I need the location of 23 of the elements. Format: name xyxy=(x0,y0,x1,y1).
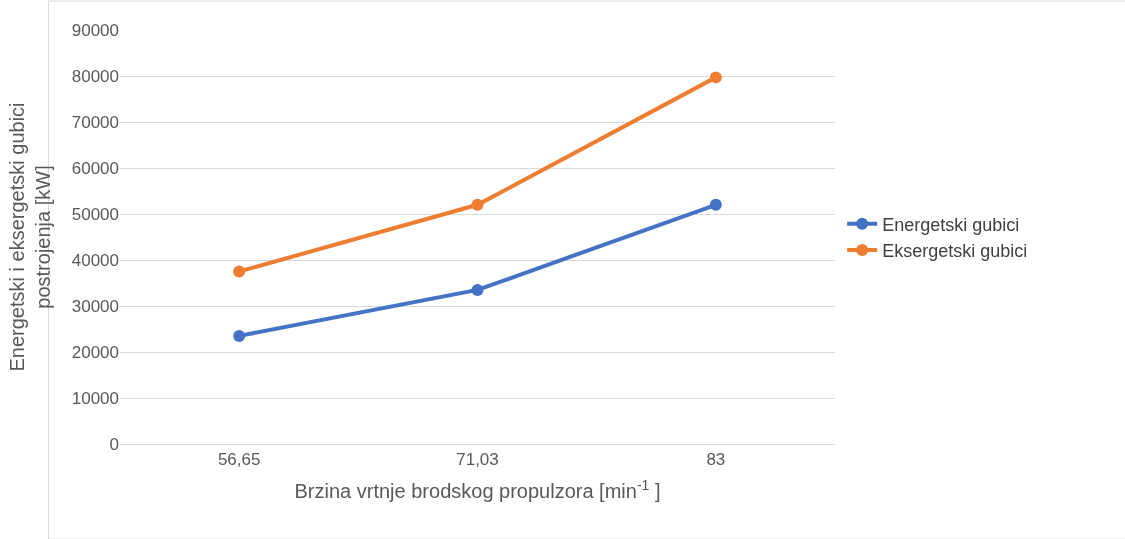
y-tick-label: 0 xyxy=(109,434,119,454)
x-tick-label: 56,65 xyxy=(217,450,261,470)
legend-label: Energetski gubici xyxy=(882,214,1020,235)
point xyxy=(709,71,722,84)
y-tick-label: 50000 xyxy=(71,204,119,224)
x-tick-label: 83 xyxy=(706,450,726,470)
y-tick-label: 90000 xyxy=(71,20,119,40)
x-axis-title: Brzina vrtnje brodskog propulzora [min$^{-1}$ ] xyxy=(294,476,661,502)
point xyxy=(471,283,484,296)
y-tick-label: 40000 xyxy=(71,250,119,270)
y-axis-title: Energetski i eksergetski gubici postrojenja [kW] xyxy=(6,102,55,372)
x-tick-label: 71,03 xyxy=(456,450,499,470)
legend-label: Eksergetski gubici xyxy=(882,241,1028,262)
y-tick-label: 80000 xyxy=(71,66,119,86)
point xyxy=(233,329,246,342)
point xyxy=(471,198,484,211)
y-tick-label: 30000 xyxy=(71,296,119,316)
y-tick-label: 20000 xyxy=(71,342,119,362)
y-tick-label: 10000 xyxy=(71,388,119,408)
y-tick-label: 60000 xyxy=(71,158,119,178)
point xyxy=(709,198,722,211)
point xyxy=(233,265,246,278)
y-tick-label: 70000 xyxy=(71,112,119,132)
